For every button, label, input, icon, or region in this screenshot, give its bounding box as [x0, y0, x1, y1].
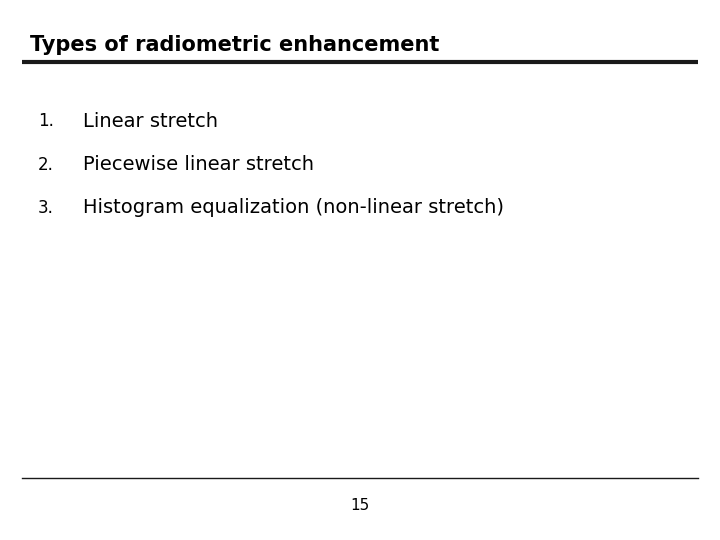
Text: Linear stretch: Linear stretch: [83, 112, 218, 131]
Text: Histogram equalization (non-linear stretch): Histogram equalization (non-linear stret…: [83, 198, 504, 218]
Text: 2.: 2.: [38, 156, 54, 174]
Text: 1.: 1.: [38, 112, 54, 131]
Text: Types of radiometric enhancement: Types of radiometric enhancement: [30, 35, 440, 55]
Text: Piecewise linear stretch: Piecewise linear stretch: [83, 155, 314, 174]
Text: 3.: 3.: [38, 199, 54, 217]
Text: 15: 15: [351, 498, 369, 514]
